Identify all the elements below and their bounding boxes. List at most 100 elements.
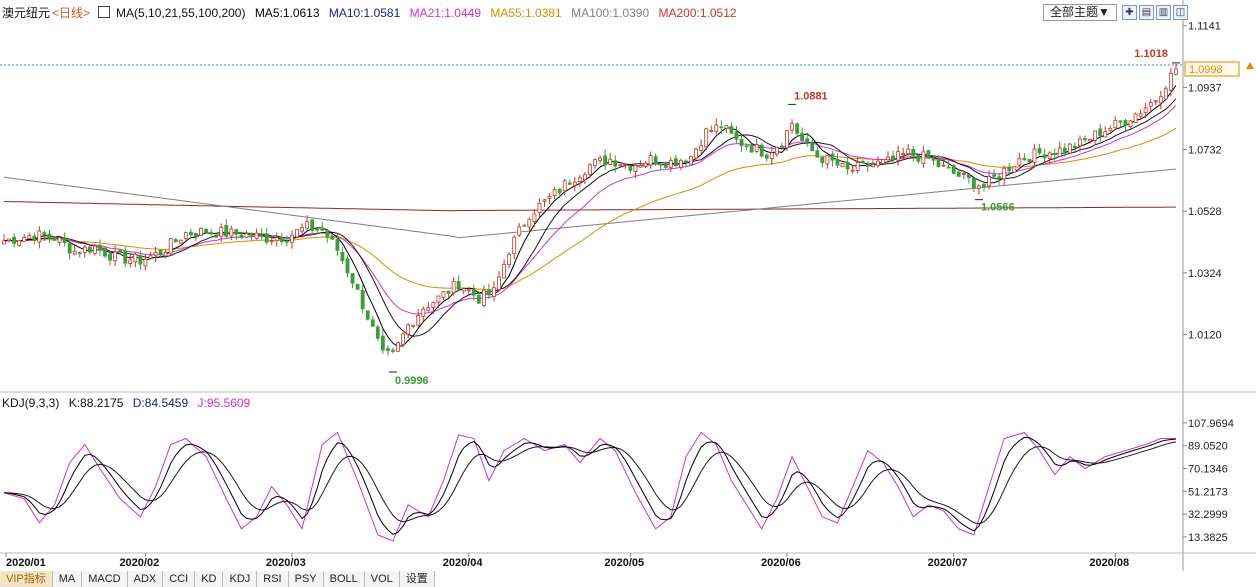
tab-8[interactable]: PSY (288, 571, 324, 587)
candle-body (335, 239, 340, 251)
candle-body (168, 238, 173, 254)
tab-0[interactable]: VIP指标 (0, 571, 53, 587)
time-tick-label: 2020/04 (443, 557, 484, 569)
candle-body (163, 252, 168, 257)
candle-body (648, 155, 653, 166)
candle-body (1108, 127, 1113, 131)
candle-body (557, 188, 562, 194)
ma55-value: MA55:1.0381 (490, 6, 562, 20)
kdj-tick-label: 13.3825 (1188, 532, 1228, 544)
time-tick-label: 2020/01 (6, 557, 46, 569)
candle-body (239, 234, 244, 238)
zoom-in-icon[interactable]: ▤ (1139, 5, 1154, 20)
candle-body (436, 295, 441, 303)
candle-body (810, 142, 815, 152)
candle-body (1158, 96, 1163, 104)
candle-body (815, 150, 820, 158)
candle-body (931, 158, 936, 161)
tab-5[interactable]: KD (195, 571, 224, 587)
candle-body (7, 238, 11, 242)
candle-body (259, 233, 264, 236)
price-tick-label: 1.0120 (1188, 330, 1222, 342)
candle-body (512, 236, 517, 255)
crosshair-icon[interactable]: ✚ (1122, 5, 1137, 20)
candle-body (608, 158, 613, 165)
candle-body (820, 157, 825, 164)
candle-body (860, 160, 865, 163)
fullscreen-icon[interactable]: ◫ (1173, 5, 1188, 20)
candle-body (583, 174, 587, 181)
candle-body (360, 290, 365, 310)
candle-body (199, 227, 203, 236)
candle-body (977, 185, 981, 189)
candle-body (593, 159, 597, 166)
candle-body (785, 130, 789, 149)
ma-params: MA(5,10,21,55,100,200) (116, 6, 246, 20)
candle-body (17, 240, 22, 246)
candle-body (603, 155, 608, 166)
candle-body (542, 199, 547, 202)
ma200-line (3, 201, 1176, 212)
candle-body (471, 289, 476, 296)
tab-9[interactable]: BOLL (323, 571, 365, 587)
candle-body (567, 182, 572, 185)
candle-body (694, 148, 698, 159)
candle-body (1093, 130, 1098, 141)
candle-body (1098, 128, 1103, 137)
tab-1[interactable]: MA (52, 571, 83, 587)
tab-4[interactable]: CCI (163, 571, 196, 587)
candle-body (67, 243, 72, 254)
kdj-j-value: J:95.5609 (197, 396, 251, 410)
candle-body (204, 228, 208, 234)
tab-2[interactable]: MACD (82, 571, 128, 587)
candle-body (941, 164, 946, 167)
tab-6[interactable]: KDJ (223, 571, 258, 587)
zoom-out-icon[interactable]: ▥ (1156, 5, 1171, 20)
candle-body (481, 289, 486, 306)
candle-body (1073, 145, 1077, 149)
candle-body (855, 162, 860, 171)
candle-body (1153, 100, 1158, 103)
tab-3[interactable]: ADX (127, 571, 164, 587)
candle-body (1163, 88, 1168, 100)
candle-body (1067, 143, 1072, 154)
tab-7[interactable]: RSI (257, 571, 289, 587)
candle-body (1118, 120, 1123, 123)
candle-body (411, 324, 416, 327)
period-label[interactable]: <日线> (52, 6, 91, 20)
tab-11[interactable]: 设置 (399, 571, 435, 587)
time-tick-label: 2020/02 (119, 557, 159, 569)
candle-body (673, 158, 678, 167)
price-tick-label: 1.0937 (1188, 82, 1222, 94)
candle-body (108, 253, 112, 261)
candle-body (370, 319, 375, 327)
candle-body (143, 258, 148, 267)
candle-body (461, 288, 466, 292)
price-tick-label: 1.0732 (1188, 144, 1222, 156)
candle-body (916, 154, 921, 162)
candle-body (173, 239, 178, 242)
candle-body (138, 255, 143, 265)
candle-body (1012, 166, 1017, 173)
last-price-label: 1.0998 (1189, 64, 1223, 76)
candle-body (896, 151, 901, 161)
candle-body (598, 157, 602, 161)
candle-body (562, 180, 567, 192)
candle-body (547, 196, 552, 199)
tab-10[interactable]: VOL (364, 571, 400, 587)
theme-dropdown[interactable]: 全部主题▼ (1043, 4, 1117, 21)
candle-body (658, 163, 663, 166)
candle-body (148, 255, 153, 259)
candle-body (315, 228, 320, 231)
candle-body (401, 333, 405, 346)
candle-body (466, 289, 471, 292)
candle-body (87, 246, 92, 253)
candle-body (451, 280, 456, 294)
candle-body (421, 308, 426, 317)
ma5-value: MA5:1.0613 (254, 6, 320, 20)
candle-body (825, 154, 830, 165)
ma-toggle-icon[interactable] (98, 6, 111, 18)
candle-body (668, 160, 673, 168)
kdj-name: KDJ(9,3,3) (2, 396, 60, 410)
